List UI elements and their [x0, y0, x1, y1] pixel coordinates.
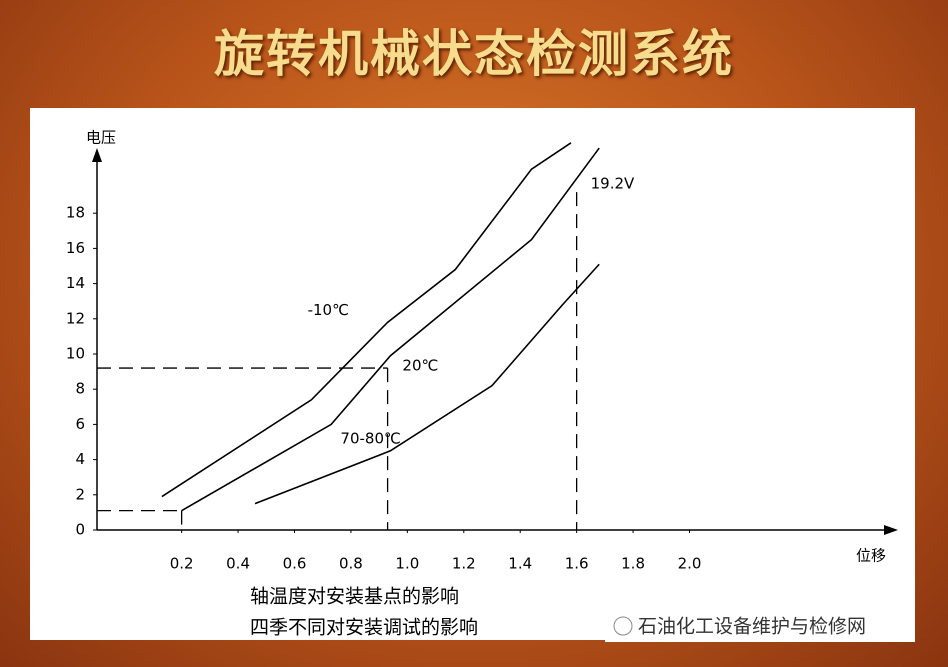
- series-label: 20℃: [402, 356, 438, 374]
- guide-label: 19.2V: [591, 175, 635, 193]
- y-tick-label: 10: [66, 345, 85, 363]
- y-tick-label: 2: [75, 485, 85, 503]
- series-label: 70-80℃: [340, 429, 400, 447]
- y-tick-label: 4: [75, 450, 85, 468]
- series-label: -10℃: [308, 301, 349, 319]
- x-axis-label: 位移: [856, 547, 886, 565]
- y-tick-label: 0: [75, 521, 85, 539]
- caption: 四季不同对安装调试的影响: [250, 617, 478, 639]
- y-tick-label: 12: [66, 309, 85, 327]
- x-tick-label: 2.0: [678, 555, 702, 573]
- y-tick-label: 6: [75, 415, 85, 433]
- watermark: 石油化工设备维护与检修网: [638, 616, 866, 638]
- y-axis-label: 电压: [86, 129, 116, 147]
- watermark-bg: [605, 610, 915, 642]
- x-tick-label: 0.2: [170, 555, 194, 573]
- y-tick-label: 16: [66, 239, 85, 257]
- watermark-icon: [613, 616, 633, 636]
- x-tick-label: 1.2: [452, 555, 476, 573]
- series-line: [181, 147, 600, 512]
- x-tick-label: 1.8: [621, 555, 645, 573]
- y-tick-label: 18: [66, 204, 85, 222]
- x-tick-label: 1.0: [395, 555, 419, 573]
- series-line: [254, 263, 600, 505]
- x-tick-label: 1.6: [565, 555, 589, 573]
- caption: 轴温度对安装基点的影响: [250, 586, 459, 608]
- y-arrow: [92, 148, 102, 162]
- series-line: [161, 142, 572, 498]
- y-tick-label: 14: [66, 274, 85, 292]
- x-arrow: [884, 525, 898, 535]
- x-tick-label: 0.4: [226, 555, 250, 573]
- chart-panel: [30, 108, 915, 640]
- x-tick-label: 1.4: [508, 555, 532, 573]
- slide-title: 旋转机械状态检测系统: [214, 24, 734, 83]
- x-tick-label: 0.8: [339, 555, 363, 573]
- x-tick-label: 0.6: [283, 555, 307, 573]
- y-tick-label: 8: [75, 380, 85, 398]
